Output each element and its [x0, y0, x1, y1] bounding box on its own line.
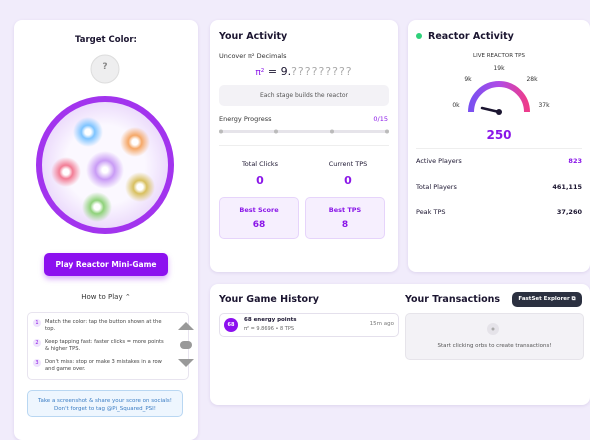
gauge-arc: [468, 81, 530, 113]
row-label: Peak TPS: [416, 208, 446, 216]
target-value: ?: [102, 62, 108, 72]
stat-value: 0: [344, 174, 352, 187]
best-label: Best TPS: [328, 206, 362, 214]
pill[interactable]: [180, 341, 192, 349]
controls: [178, 322, 194, 367]
core-orb[interactable]: [86, 151, 124, 189]
share-note: Take a screenshot & share your score on …: [27, 390, 183, 417]
pi-display: π² = 9.?????????: [210, 65, 398, 78]
orb[interactable]: [51, 157, 81, 187]
live-dot: [416, 33, 422, 39]
divider: [416, 148, 582, 149]
gauge-title: LIVE REACTOR TPS: [473, 53, 525, 59]
row-value: 823: [568, 157, 582, 165]
step-number: 1: [33, 319, 41, 327]
step-number: 3: [33, 359, 41, 367]
transactions-box: Start clicking orbs to create transactio…: [405, 313, 584, 360]
transactions-empty: Start clicking orbs to create transactio…: [437, 343, 552, 349]
page: Target Color: ? Play Reactor Mini-Game H…: [14, 20, 590, 440]
steps-box: 1 Match the color: tap the button shown a…: [27, 312, 194, 380]
history-item-detail: π² = 9.8696 • 8 TPS: [244, 326, 295, 332]
game-panel: Target Color: ? Play Reactor Mini-Game H…: [14, 20, 198, 440]
row-value: 37,260: [556, 208, 582, 216]
gauge: [468, 81, 530, 115]
gauge-label: 19k: [493, 65, 505, 72]
activity-title: Your Activity: [219, 31, 288, 42]
gauge-label: 28k: [526, 76, 538, 83]
transactions-title: Your Transactions: [405, 294, 501, 305]
how-to-play-label: How to Play: [81, 293, 123, 301]
uncover-label: Uncover π² Decimals: [219, 52, 287, 60]
stat-value: 0: [256, 174, 264, 187]
history-item: 68 68 energy points π² = 9.8696 • 8 TPS …: [219, 313, 399, 337]
history-badge: 68: [224, 318, 238, 332]
note-line: Take a screenshot & share your score on …: [38, 398, 172, 404]
row-label: Total Players: [416, 182, 457, 191]
orb-arena: [36, 54, 174, 234]
target-label: Target Color:: [75, 35, 137, 45]
step-text: Match the color: tap the button shown at…: [45, 319, 162, 332]
history-card: Your Game History 68 68 energy points π²…: [210, 284, 590, 405]
hidden-digits: ?????????: [291, 65, 353, 78]
best-box: Best Score 68: [219, 197, 299, 239]
orb[interactable]: [73, 117, 103, 147]
progress-value: 0/15: [373, 115, 388, 123]
stat-label: Current TPS: [328, 160, 368, 168]
orb[interactable]: [82, 192, 112, 222]
how-to-play[interactable]: How to Play ⌃: [81, 293, 131, 301]
step-text: Don't miss: stop or make 3 mistakes in a…: [45, 359, 162, 372]
best-value: 8: [341, 220, 349, 230]
empty-icon: [487, 323, 499, 335]
stage-note: Each stage builds the reactor: [219, 85, 389, 106]
divider: [219, 145, 389, 146]
stat-label: Total Clicks: [241, 160, 279, 168]
gauge-label: 9k: [464, 76, 472, 83]
play-button[interactable]: Play Reactor Mini-Game: [44, 253, 168, 276]
target-swatch[interactable]: [90, 54, 120, 84]
gauge-value: 250: [486, 128, 512, 142]
explorer-button[interactable]: FastSet Explorer ⧉: [512, 292, 582, 307]
row-value: 461,115: [552, 182, 582, 191]
gauge-label: 37k: [538, 102, 550, 109]
orb[interactable]: [125, 172, 155, 202]
arrow-up[interactable]: [178, 322, 194, 330]
pi: π²: [255, 68, 265, 78]
best-box: Best TPS 8: [305, 197, 385, 239]
best-label: Best Score: [239, 206, 279, 214]
explorer-label: FastSet Explorer: [518, 296, 570, 302]
best-value: 68: [252, 220, 266, 230]
reactor-title: Reactor Activity: [428, 31, 514, 42]
note-line: Don't forget to tag @Pi_Squared_PSI!: [54, 406, 156, 412]
history-item-time: 15m ago: [369, 321, 394, 327]
step-text: Keep tapping fast: faster clicks = more …: [45, 339, 164, 352]
reactor-card: Reactor Activity LIVE REACTOR TPS 0k 9k 19…: [408, 20, 590, 272]
history-title: Your Game History: [219, 294, 319, 305]
gauge-label: 0k: [452, 102, 460, 109]
activity-card: Your Activity Uncover π² Decimals π² = 9…: [210, 20, 398, 272]
arrow-down[interactable]: [178, 359, 194, 367]
history-item-title: 68 energy points: [244, 317, 297, 323]
step-number: 2: [33, 339, 41, 347]
orb[interactable]: [120, 127, 150, 157]
row-label: Active Players: [416, 157, 462, 165]
equals: = 9.: [267, 65, 292, 78]
progress-label: Energy Progress: [219, 115, 272, 123]
progress-bar: [219, 129, 389, 134]
